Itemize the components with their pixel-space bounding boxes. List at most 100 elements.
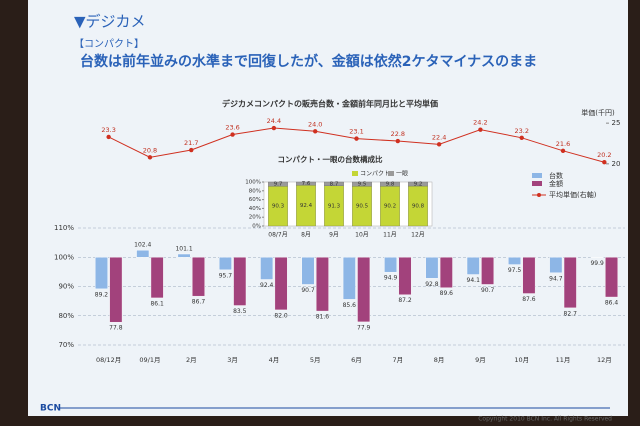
bar <box>508 257 521 265</box>
data-label: 89.2 <box>95 291 109 298</box>
data-label: 22.8 <box>391 130 405 138</box>
point <box>312 129 318 134</box>
x-tick-label: 08/12月 <box>96 356 121 364</box>
data-label: 92.8 <box>425 281 439 288</box>
x-tick-label: 08/7月 <box>268 232 287 239</box>
data-label: 102.4 <box>134 242 151 249</box>
bar-segment <box>380 181 400 187</box>
x-tick-label: 7月 <box>392 356 403 364</box>
x-tick-label: 12月 <box>411 232 425 239</box>
bar <box>549 257 563 273</box>
point <box>436 142 442 147</box>
x-tick-label: 3月 <box>227 356 238 364</box>
bar <box>439 257 453 288</box>
data-label: 101.1 <box>175 246 192 253</box>
legend-marker <box>537 193 541 197</box>
data-label: 8.7 <box>330 181 339 187</box>
x-tick-label: 6月 <box>351 356 362 364</box>
x-tick-label: 9月 <box>329 232 339 239</box>
chart-title: コンパクト・一眼の台数構成比 <box>278 154 383 164</box>
y-tick-label: 100% <box>245 180 261 186</box>
point <box>354 136 359 141</box>
x-tick-label: 5月 <box>310 356 321 364</box>
data-label: 9.5 <box>358 182 367 188</box>
chart-title: デジカメコンパクトの販売台数・金額前年同月比と平均単価 <box>222 99 438 109</box>
point <box>106 134 111 140</box>
legend-label: 台数 <box>549 171 563 180</box>
legend-label: 一眼 <box>396 171 408 178</box>
point <box>560 148 566 154</box>
data-label: 90.2 <box>384 204 396 210</box>
y-tick-label: 25 <box>612 119 621 127</box>
data-label: 21.7 <box>184 139 198 147</box>
bar <box>522 257 536 294</box>
bar-segment <box>268 181 288 187</box>
x-tick-label: 4月 <box>269 356 280 364</box>
y-tick-label: 100% <box>54 253 74 261</box>
y-tick-label: 80% <box>249 188 261 194</box>
legend-label: 平均単価(右軸) <box>549 190 597 199</box>
y-tick-label: 20% <box>249 215 261 221</box>
y-tick-label: 40% <box>249 206 261 212</box>
logo: BCN <box>40 404 61 414</box>
y-tick-label: 80% <box>58 312 74 320</box>
bar <box>95 257 108 290</box>
x-tick-label: 10月 <box>355 232 369 239</box>
legend-swatch <box>532 173 542 178</box>
data-label: 24.0 <box>308 120 322 128</box>
bar <box>398 257 412 295</box>
data-label: 83.5 <box>233 308 247 315</box>
data-label: 91.3 <box>328 203 341 209</box>
data-label: 24.4 <box>267 117 281 125</box>
point <box>189 147 194 153</box>
bar <box>233 257 247 306</box>
bar <box>150 257 164 299</box>
bar-segment <box>352 181 372 187</box>
data-label: 7.6 <box>302 181 311 187</box>
data-label: 77.8 <box>109 325 123 332</box>
data-label: 94.1 <box>467 277 481 284</box>
bar <box>384 257 398 273</box>
x-tick-label: 9月 <box>475 356 486 364</box>
bar <box>218 257 232 271</box>
subsection: 【コンパクト】 <box>74 38 144 50</box>
data-label: 87.6 <box>522 296 536 303</box>
data-label: 9.8 <box>386 182 395 188</box>
data-label: 85.6 <box>343 302 357 309</box>
headline: 台数は前年並みの水準まで回復したが、金額は依然2ケタマイナスのまま <box>80 53 537 70</box>
bar <box>274 257 288 311</box>
data-label: 90.5 <box>356 204 369 210</box>
y-tick-label: 0% <box>252 224 261 230</box>
x-tick-label: 2月 <box>186 356 197 364</box>
bar <box>466 257 480 275</box>
bar <box>109 257 123 323</box>
data-label: 90.3 <box>272 204 285 210</box>
plot-area <box>263 181 433 227</box>
data-label: 82.0 <box>274 312 288 319</box>
y-tick-label: 70% <box>58 341 74 349</box>
x-tick-label: 8月 <box>434 356 445 364</box>
data-label: 94.7 <box>549 275 563 282</box>
bar <box>563 257 577 309</box>
data-label: 22.4 <box>432 133 446 141</box>
data-label: 81.6 <box>316 314 330 321</box>
legend-swatch <box>532 181 542 186</box>
point <box>230 132 235 137</box>
data-label: 86.1 <box>150 300 164 307</box>
x-tick-label: 8月 <box>301 232 311 239</box>
bar <box>192 257 205 297</box>
data-label: 20.8 <box>143 146 157 154</box>
data-label: 23.3 <box>101 126 115 134</box>
bar-segment <box>324 181 344 186</box>
data-label: 92.4 <box>260 282 274 289</box>
data-label: 24.2 <box>473 119 487 127</box>
point <box>602 160 607 165</box>
bar <box>301 257 315 285</box>
point <box>519 135 524 140</box>
data-label: 9.7 <box>274 182 283 188</box>
data-label: 20.2 <box>597 151 611 159</box>
data-label: 94.9 <box>384 275 398 282</box>
data-label: 99.9 <box>590 260 604 267</box>
